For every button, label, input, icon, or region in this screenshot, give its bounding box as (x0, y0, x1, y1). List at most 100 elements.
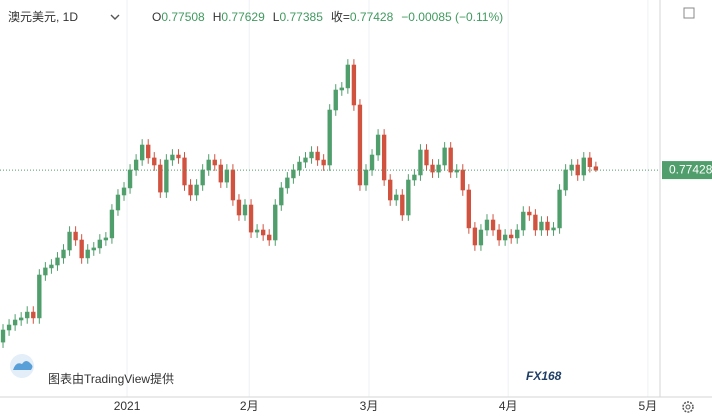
candle-body (103, 237, 109, 241)
candle-body (230, 169, 236, 201)
candle-body (31, 311, 36, 319)
ohlc-label: H (213, 10, 222, 24)
gear[interactable] (682, 401, 694, 413)
candle-body (303, 157, 308, 163)
candle-body (164, 159, 169, 193)
ohlc-value: 0.77428 (350, 10, 394, 24)
candle-body (242, 204, 248, 216)
candle-body (357, 104, 363, 186)
candle-body (424, 149, 429, 166)
candle-body (466, 189, 472, 229)
candle-body (91, 247, 96, 251)
candle-body (0, 329, 6, 343)
candle-body (472, 227, 478, 246)
maximize-icon[interactable] (683, 7, 695, 19)
x-tick-label: 2月 (240, 399, 259, 413)
candle-body (418, 149, 423, 176)
candle-body (146, 144, 151, 159)
candle-body (436, 164, 441, 173)
candle-body (321, 159, 326, 166)
x-tick-label: 5月 (639, 399, 658, 413)
candle-body (285, 177, 290, 189)
candle-body (176, 154, 181, 159)
candle-body (85, 249, 90, 259)
x-tick-label: 2021 (114, 399, 141, 413)
candle-body (375, 134, 381, 156)
candle-body (448, 147, 453, 173)
candle-body (502, 234, 508, 241)
candle-body (557, 189, 562, 229)
candle-body (97, 239, 102, 249)
ohlc-label: L (273, 10, 280, 24)
candle-body (484, 219, 490, 231)
candle-body (218, 164, 223, 183)
candle-body (593, 166, 599, 171)
ohlc-value: 0.77385 (279, 10, 323, 24)
gear-hub[interactable] (685, 404, 691, 410)
chart-title: 澳元美元, 1D (8, 10, 78, 24)
candle-body (333, 89, 338, 111)
candle-body (309, 151, 314, 159)
candle-body (406, 179, 411, 216)
candle-body (43, 267, 48, 276)
candle-body (460, 169, 465, 191)
candle-body (158, 164, 163, 193)
header: 澳元美元, 1D O 0.77508 H 0.77629 L 0.77385 收= 0.774… (8, 10, 503, 24)
candle-body (254, 229, 260, 233)
candle-body (267, 234, 272, 241)
ohlc-label: O (152, 10, 161, 24)
fx168-logo: FX168 (526, 369, 562, 383)
candle-body (67, 231, 72, 251)
candle-body (496, 229, 502, 241)
candle-body (509, 234, 514, 239)
candle-body (248, 204, 254, 233)
candle-body (545, 221, 550, 231)
last-price-label: 0.77428 (669, 162, 712, 176)
candle-body (273, 204, 278, 241)
grid (126, 0, 649, 397)
candle-body (61, 249, 66, 259)
candle-body (18, 317, 24, 321)
candle-body (79, 239, 84, 259)
candle-body (527, 211, 532, 216)
ohlc-value: 0.77629 (221, 10, 265, 24)
settings-icon[interactable] (682, 401, 694, 413)
candle-body (345, 64, 351, 89)
candle-body (297, 161, 302, 171)
candle-body (139, 144, 145, 161)
change: −0.00085 (−0.11%) (401, 10, 503, 24)
candle-body (236, 199, 242, 216)
candle-body (127, 169, 133, 189)
attribution: 图表由TradingView提供 (48, 371, 174, 386)
candle-body (170, 154, 175, 161)
candle-body (551, 227, 556, 231)
candle-body (381, 134, 387, 181)
candle-body (430, 164, 435, 173)
candle-body (49, 264, 54, 269)
candle-body (188, 184, 193, 196)
candle-body (73, 231, 78, 241)
candles (0, 59, 599, 348)
logo-cloud (13, 361, 33, 370)
tradingview-logo: 图表由TradingView提供 (10, 354, 174, 386)
candle-body (12, 319, 18, 326)
candle-body (115, 194, 121, 211)
candle-body (291, 169, 296, 179)
candle-body (412, 174, 417, 181)
candle-body (442, 147, 447, 166)
candle-body (363, 169, 369, 186)
candle-body (400, 194, 405, 216)
candle-body (152, 157, 157, 166)
candle-body (212, 159, 217, 166)
interval-dropdown[interactable] (110, 14, 120, 20)
candle-body (37, 274, 42, 319)
candle-body (133, 159, 139, 171)
candle-body (55, 257, 60, 266)
ohlc-label: 收= (331, 10, 350, 24)
candle-body (339, 87, 344, 91)
candle-body (369, 154, 375, 171)
candle-body (182, 157, 187, 186)
candle-body (194, 184, 199, 196)
